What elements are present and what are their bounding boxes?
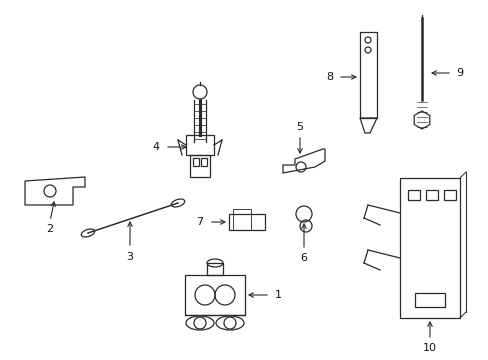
Text: 4: 4 xyxy=(152,142,159,152)
Text: 9: 9 xyxy=(455,68,463,78)
Text: 8: 8 xyxy=(326,72,333,82)
Bar xyxy=(399,178,459,318)
Bar xyxy=(407,190,419,200)
Text: 2: 2 xyxy=(46,224,54,234)
Bar xyxy=(359,32,376,118)
Bar xyxy=(414,293,444,307)
Bar xyxy=(425,190,437,200)
Text: 7: 7 xyxy=(196,217,203,227)
Bar xyxy=(190,155,209,177)
Bar xyxy=(184,275,244,315)
Bar xyxy=(201,158,206,166)
Bar xyxy=(443,190,455,200)
Bar xyxy=(232,209,250,214)
Bar xyxy=(193,158,199,166)
Bar xyxy=(228,214,264,230)
Text: 1: 1 xyxy=(274,290,281,300)
Bar xyxy=(185,135,214,155)
Text: 10: 10 xyxy=(422,343,436,353)
Text: 6: 6 xyxy=(300,253,307,263)
Text: 5: 5 xyxy=(296,122,303,132)
Bar xyxy=(206,263,223,275)
Text: 3: 3 xyxy=(126,252,133,262)
